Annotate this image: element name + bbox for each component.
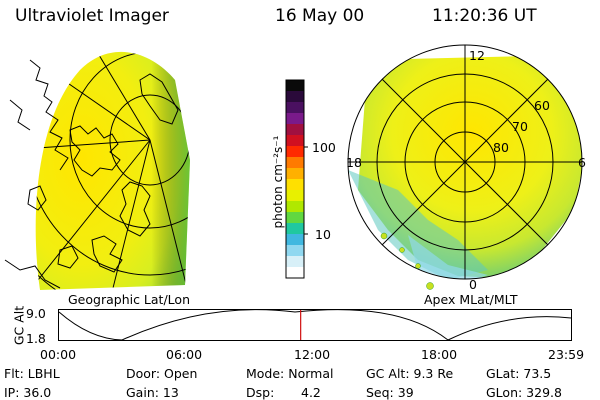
gain-info: Gain: 13 bbox=[126, 385, 179, 400]
colorbar-frame bbox=[285, 79, 305, 279]
polar-caption: Apex MLat/MLT bbox=[424, 292, 518, 307]
colorbar-cell bbox=[286, 223, 304, 235]
polar-grid bbox=[347, 44, 583, 280]
colorbar-cell bbox=[286, 102, 304, 114]
colorbar-label-10: 10 bbox=[315, 227, 331, 242]
timeline-tick-0600: 06:00 bbox=[166, 347, 203, 362]
colorbar-cell bbox=[286, 168, 304, 180]
geographic-image-panel bbox=[4, 51, 191, 291]
mlat-label-70: 70 bbox=[512, 119, 528, 134]
instrument-title: Ultraviolet Imager bbox=[15, 6, 169, 26]
timeline-tick-1200: 12:00 bbox=[294, 347, 331, 362]
gc-alt-info: GC Alt: 9.3 Re bbox=[366, 366, 454, 381]
polar-emission-region bbox=[348, 55, 582, 279]
glon-info: GLon: 329.8 bbox=[486, 385, 562, 400]
timeline-axis-label: GC Alt bbox=[11, 305, 27, 346]
seq-info: Seq: 39 bbox=[366, 385, 414, 400]
mlt-label-6: 6 bbox=[578, 155, 586, 170]
mlt-label-0: 0 bbox=[469, 277, 477, 292]
colorbar-cell bbox=[286, 80, 304, 92]
colorbar-cell bbox=[286, 267, 304, 279]
dsp-label: Dsp: bbox=[246, 385, 275, 400]
colorbar-cell bbox=[286, 234, 304, 246]
colorbar-cell bbox=[286, 91, 304, 103]
altitude-curve bbox=[58, 309, 572, 341]
timeline-tick-2359: 23:59 bbox=[548, 347, 585, 362]
mlat-label-80: 80 bbox=[493, 140, 509, 155]
timeline-tick-0000: 00:00 bbox=[40, 347, 77, 362]
colorbar-cell bbox=[286, 124, 304, 136]
colorbar-cell bbox=[286, 190, 304, 202]
mlt-label-18: 18 bbox=[346, 155, 362, 170]
timeline-y-top: 9.0 bbox=[26, 306, 46, 321]
mode-info: Mode: Normal bbox=[246, 366, 334, 381]
time-label: 11:20:36 UT bbox=[432, 6, 537, 26]
polar-image-panel: 12 18 6 0 60 70 80 bbox=[346, 44, 586, 292]
colorbar-cell bbox=[286, 212, 304, 224]
dsp-value: 4.2 bbox=[301, 385, 321, 400]
glat-info: GLat: 73.5 bbox=[486, 366, 552, 381]
colorbar-cell bbox=[286, 135, 304, 147]
filter-info: Flt: LBHL bbox=[4, 366, 60, 381]
timeline-y-bottom: 1.8 bbox=[26, 331, 46, 346]
mlat-label-60: 60 bbox=[534, 98, 550, 113]
colorbar-unit-label: photon cm⁻²s⁻¹ bbox=[271, 135, 285, 229]
colorbar-label-100: 100 bbox=[312, 140, 336, 155]
altitude-timeline bbox=[58, 309, 572, 341]
ip-info: IP: 36.0 bbox=[4, 385, 52, 400]
timeline-tick-1800: 18:00 bbox=[421, 347, 458, 362]
colorbar bbox=[285, 79, 308, 279]
colorbar-cell bbox=[286, 113, 304, 125]
geographic-caption: Geographic Lat/Lon bbox=[68, 292, 190, 307]
date-label: 16 May 00 bbox=[275, 6, 365, 26]
colorbar-cell bbox=[286, 157, 304, 169]
colorbar-cell bbox=[286, 146, 304, 158]
auroral-dots bbox=[380, 232, 434, 290]
door-info: Door: Open bbox=[126, 366, 198, 381]
coastline-outlines bbox=[4, 59, 179, 289]
colorbar-cell bbox=[286, 201, 304, 213]
timeline-frame bbox=[58, 309, 572, 341]
mlt-label-12: 12 bbox=[469, 48, 485, 63]
colorbar-cell bbox=[286, 256, 304, 268]
colorbar-cell bbox=[286, 179, 304, 191]
colorbar-gradient bbox=[286, 80, 304, 279]
colorbar-cell bbox=[286, 245, 304, 257]
